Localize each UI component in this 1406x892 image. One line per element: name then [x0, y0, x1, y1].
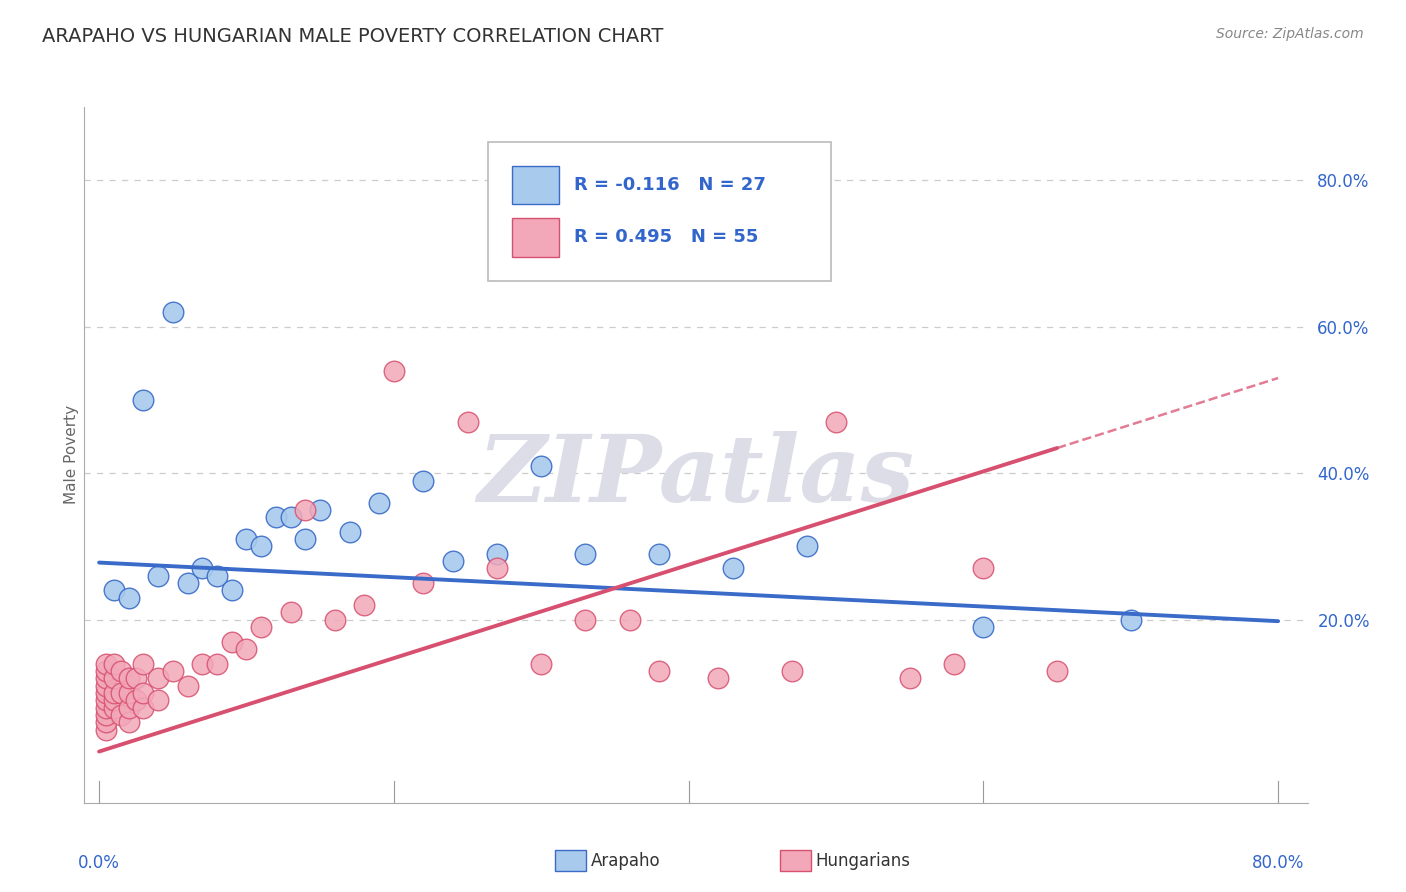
Point — [132, 657, 155, 671]
Point — [412, 576, 434, 591]
Point — [117, 700, 139, 714]
Point — [96, 664, 118, 678]
Text: ARAPAHO VS HUNGARIAN MALE POVERTY CORRELATION CHART: ARAPAHO VS HUNGARIAN MALE POVERTY CORREL… — [42, 27, 664, 45]
Point — [132, 700, 155, 714]
Point — [132, 392, 155, 407]
Point — [96, 657, 118, 671]
Point — [1046, 664, 1069, 678]
Point — [96, 693, 118, 707]
Text: Arapaho: Arapaho — [591, 852, 661, 870]
Point — [574, 613, 596, 627]
Point — [339, 524, 361, 539]
Point — [103, 693, 125, 707]
Point — [221, 583, 243, 598]
Point — [103, 657, 125, 671]
Point — [96, 715, 118, 730]
Point — [530, 657, 553, 671]
Point — [162, 664, 184, 678]
Point — [250, 620, 273, 634]
Point — [323, 613, 346, 627]
Point — [117, 591, 139, 605]
Point — [110, 664, 132, 678]
Point — [117, 715, 139, 730]
Point — [96, 671, 118, 685]
Point — [110, 686, 132, 700]
Point — [280, 510, 302, 524]
Point — [294, 532, 316, 546]
Point — [1119, 613, 1142, 627]
Point — [176, 679, 198, 693]
Point — [146, 693, 169, 707]
Point — [264, 510, 287, 524]
Point — [103, 583, 125, 598]
Point — [441, 554, 464, 568]
Point — [117, 671, 139, 685]
Point — [485, 561, 508, 575]
Point — [96, 679, 118, 693]
Point — [721, 561, 744, 575]
Point — [103, 686, 125, 700]
Point — [898, 671, 921, 685]
Point — [972, 561, 994, 575]
Point — [103, 700, 125, 714]
Point — [368, 495, 391, 509]
Point — [96, 707, 118, 722]
FancyBboxPatch shape — [513, 219, 560, 257]
Point — [972, 620, 994, 634]
Point — [96, 686, 118, 700]
Text: Source: ZipAtlas.com: Source: ZipAtlas.com — [1216, 27, 1364, 41]
Point — [221, 634, 243, 648]
Point — [125, 693, 148, 707]
Point — [530, 458, 553, 473]
Point — [117, 686, 139, 700]
Point — [619, 613, 641, 627]
Point — [235, 642, 257, 657]
Point — [648, 664, 671, 678]
Point — [235, 532, 257, 546]
Point — [96, 700, 118, 714]
Point — [457, 415, 479, 429]
Point — [707, 671, 730, 685]
Point — [648, 547, 671, 561]
Point — [574, 547, 596, 561]
Text: ZIPatlas: ZIPatlas — [478, 431, 914, 521]
FancyBboxPatch shape — [488, 142, 831, 281]
Point — [412, 474, 434, 488]
Point — [382, 364, 405, 378]
Point — [280, 606, 302, 620]
Text: R = 0.495   N = 55: R = 0.495 N = 55 — [574, 228, 758, 246]
Point — [191, 561, 214, 575]
Point — [176, 576, 198, 591]
Point — [205, 657, 228, 671]
Point — [103, 671, 125, 685]
Point — [205, 568, 228, 582]
Point — [110, 707, 132, 722]
Point — [309, 503, 332, 517]
Point — [191, 657, 214, 671]
Text: 0.0%: 0.0% — [79, 854, 120, 872]
Point — [146, 671, 169, 685]
Point — [942, 657, 965, 671]
Point — [132, 686, 155, 700]
Point — [485, 547, 508, 561]
Text: 80.0%: 80.0% — [1251, 854, 1305, 872]
Point — [796, 540, 818, 554]
Point — [162, 305, 184, 319]
FancyBboxPatch shape — [513, 166, 560, 204]
Point — [353, 598, 375, 612]
Point — [780, 664, 803, 678]
Point — [146, 568, 169, 582]
Point — [250, 540, 273, 554]
Point — [125, 671, 148, 685]
Point — [825, 415, 848, 429]
Text: R = -0.116   N = 27: R = -0.116 N = 27 — [574, 176, 765, 194]
Text: Hungarians: Hungarians — [815, 852, 911, 870]
Point — [96, 723, 118, 737]
Y-axis label: Male Poverty: Male Poverty — [63, 405, 79, 505]
Point — [294, 503, 316, 517]
